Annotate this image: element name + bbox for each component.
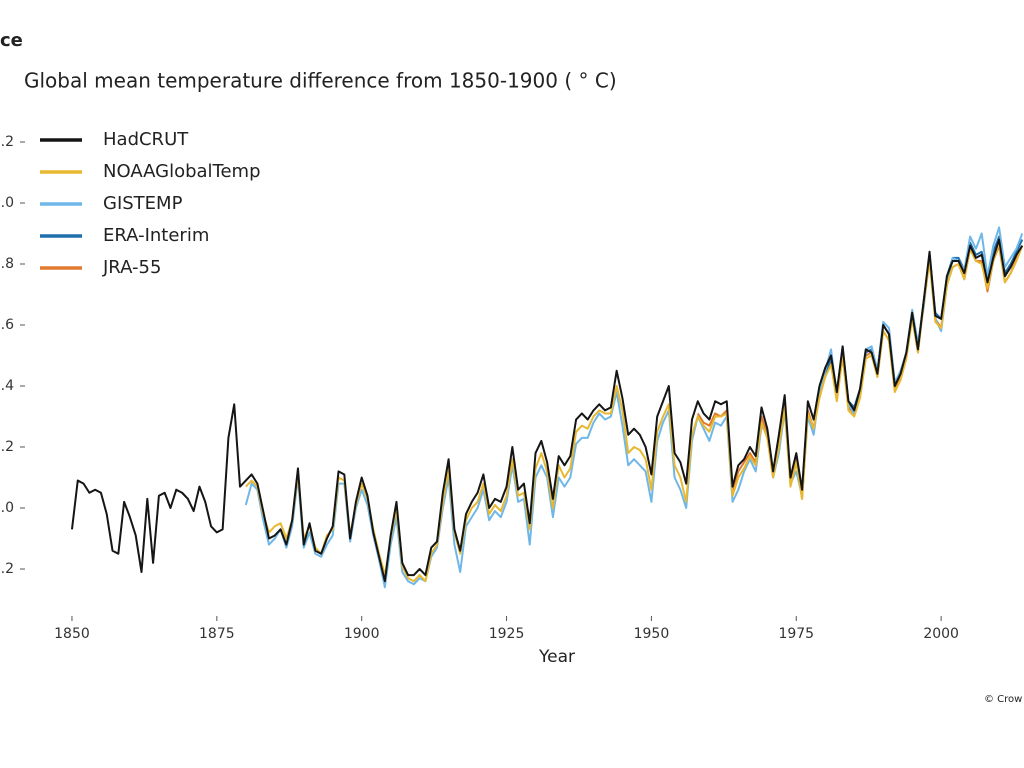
x-axis-label: Year <box>538 647 575 667</box>
x-tick-label: 1975 <box>778 626 814 642</box>
legend-label: JRA-55 <box>102 257 161 278</box>
series-line <box>244 226 1024 589</box>
y-tick-label: .6 <box>1 317 14 333</box>
legend-label: NOAAGlobalTemp <box>103 161 261 182</box>
x-tick-label: 1875 <box>199 626 235 642</box>
y-tick-label: .2 <box>1 134 14 150</box>
legend-label: GISTEMP <box>103 193 183 214</box>
series-line <box>696 244 1024 500</box>
x-tick-label: 1925 <box>489 626 525 642</box>
legend-label: HadCRUT <box>103 129 189 150</box>
x-tick-label: 2000 <box>923 626 959 642</box>
y-tick-label: .0 <box>1 195 14 211</box>
x-tick-label: 1850 <box>54 626 90 642</box>
x-tick-label: 1950 <box>634 626 670 642</box>
credit: © Crow <box>984 694 1022 705</box>
y-tick-label: .2 <box>1 439 14 455</box>
corner-text: ce <box>0 30 23 51</box>
series-line <box>70 238 1024 583</box>
y-tick-label: .8 <box>1 256 14 272</box>
x-tick-label: 1900 <box>344 626 380 642</box>
y-tick-label: .0 <box>1 500 14 516</box>
series-line <box>245 241 1024 583</box>
legend-label: ERA-Interim <box>103 225 209 246</box>
y-tick-label: .2 <box>1 561 14 577</box>
y-tick-label: .4 <box>1 378 14 394</box>
chart-title: Global mean temperature difference from … <box>24 69 617 93</box>
